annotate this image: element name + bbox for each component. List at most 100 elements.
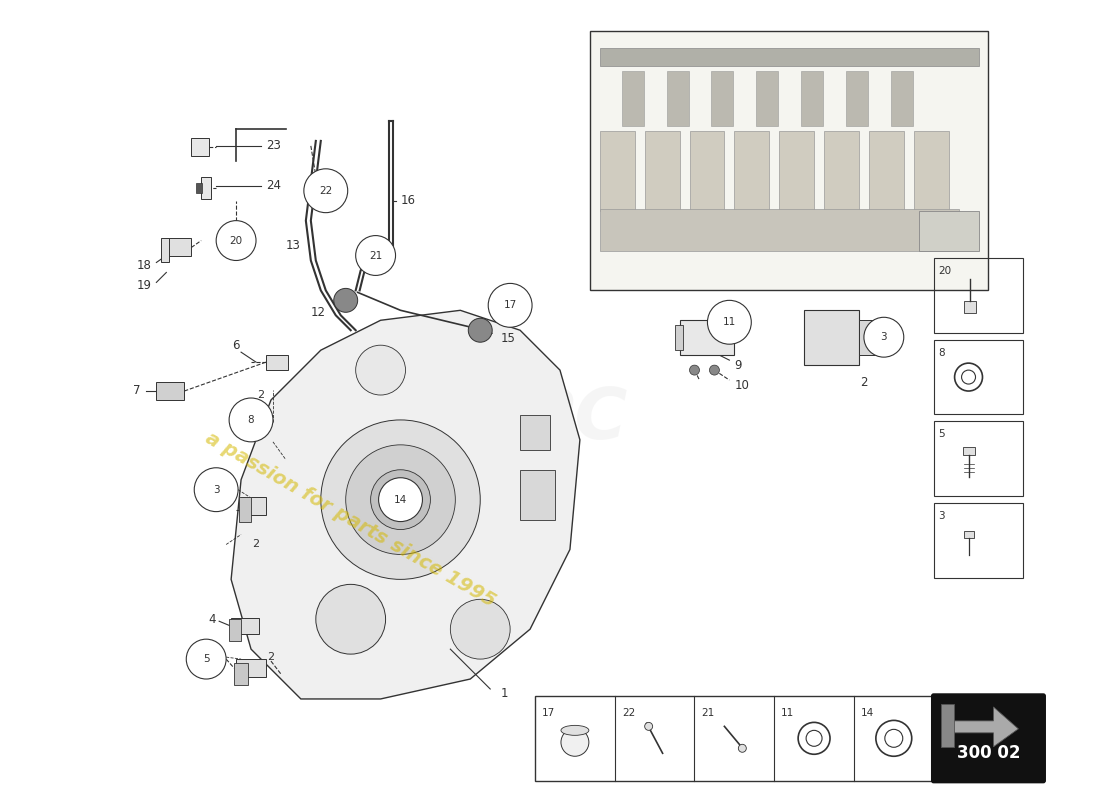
Text: 8: 8 — [248, 415, 254, 425]
Text: 11: 11 — [723, 318, 736, 327]
Circle shape — [345, 445, 455, 554]
Text: 22: 22 — [621, 708, 635, 718]
Bar — [934, 422, 1023, 496]
Circle shape — [316, 584, 386, 654]
Bar — [964, 530, 974, 538]
Bar — [266, 355, 288, 370]
Bar — [869, 131, 904, 210]
Bar — [891, 71, 913, 126]
Polygon shape — [954, 707, 1019, 746]
Text: 1: 1 — [500, 687, 508, 701]
Ellipse shape — [561, 726, 588, 735]
Text: 6: 6 — [232, 338, 240, 352]
Bar — [156, 382, 185, 400]
Bar — [241, 497, 266, 514]
Circle shape — [884, 730, 903, 747]
Bar — [712, 71, 734, 126]
Bar — [667, 71, 689, 126]
Circle shape — [217, 221, 256, 261]
Text: 20: 20 — [230, 235, 243, 246]
Text: 16: 16 — [400, 194, 416, 207]
Circle shape — [355, 235, 396, 275]
Circle shape — [378, 478, 422, 522]
Polygon shape — [940, 704, 954, 746]
Circle shape — [864, 318, 904, 357]
Text: a passion for parts since 1995: a passion for parts since 1995 — [202, 429, 499, 610]
Circle shape — [333, 288, 358, 312]
Bar — [680, 320, 735, 355]
Text: 21: 21 — [702, 708, 715, 718]
Circle shape — [806, 730, 822, 746]
Bar — [236, 659, 266, 677]
Bar — [166, 238, 191, 255]
Text: 3: 3 — [938, 511, 945, 521]
Bar — [231, 618, 258, 634]
Bar — [520, 470, 556, 519]
Circle shape — [488, 283, 532, 327]
Bar — [962, 447, 975, 455]
Bar — [846, 71, 868, 126]
Bar — [859, 320, 879, 355]
Bar — [600, 131, 635, 210]
Text: 7: 7 — [133, 383, 140, 397]
Text: 5: 5 — [202, 654, 209, 664]
Text: 8: 8 — [938, 348, 945, 358]
Circle shape — [321, 420, 481, 579]
Circle shape — [645, 722, 652, 730]
Text: 17: 17 — [504, 300, 517, 310]
FancyBboxPatch shape — [932, 694, 1045, 782]
Circle shape — [304, 169, 348, 213]
Circle shape — [229, 398, 273, 442]
Bar — [234, 663, 249, 685]
Text: 4: 4 — [209, 613, 217, 626]
Bar — [934, 503, 1023, 578]
Text: 19: 19 — [136, 279, 152, 292]
Text: 12: 12 — [311, 306, 326, 319]
Text: EPC: EPC — [472, 386, 628, 454]
Text: 2: 2 — [257, 390, 265, 400]
Circle shape — [186, 639, 227, 679]
Circle shape — [690, 365, 700, 375]
Bar — [804, 310, 859, 365]
Bar — [600, 209, 958, 250]
Bar — [201, 177, 211, 198]
Bar — [239, 497, 251, 522]
Text: 3: 3 — [880, 332, 887, 342]
Circle shape — [561, 728, 588, 756]
Bar — [914, 131, 948, 210]
Bar — [162, 238, 169, 262]
Bar — [645, 131, 680, 210]
Bar — [735, 131, 769, 210]
Text: 5: 5 — [938, 430, 945, 439]
Bar — [934, 258, 1023, 333]
Bar — [535, 696, 934, 781]
Bar — [196, 182, 202, 193]
Text: 23: 23 — [266, 139, 280, 152]
Polygon shape — [231, 310, 580, 699]
Bar — [918, 210, 979, 250]
Circle shape — [371, 470, 430, 530]
Text: 2: 2 — [267, 652, 275, 662]
Circle shape — [355, 345, 406, 395]
Text: 3: 3 — [213, 485, 220, 494]
Text: 11: 11 — [781, 708, 794, 718]
Bar — [934, 340, 1023, 414]
Text: 10: 10 — [735, 378, 749, 391]
Text: 2: 2 — [253, 539, 260, 550]
Bar — [964, 302, 976, 314]
Bar — [590, 31, 989, 290]
Bar — [229, 619, 241, 641]
Text: 24: 24 — [266, 179, 280, 192]
Text: 2: 2 — [860, 375, 868, 389]
Text: 18: 18 — [136, 259, 152, 272]
Circle shape — [961, 370, 976, 384]
Text: 300 02: 300 02 — [957, 744, 1020, 762]
Circle shape — [710, 365, 719, 375]
Text: 13: 13 — [286, 239, 301, 252]
Circle shape — [469, 318, 492, 342]
Text: 14: 14 — [861, 708, 875, 718]
Text: 17: 17 — [542, 708, 556, 718]
Bar — [801, 71, 823, 126]
Text: 21: 21 — [368, 250, 382, 261]
Bar — [824, 131, 859, 210]
